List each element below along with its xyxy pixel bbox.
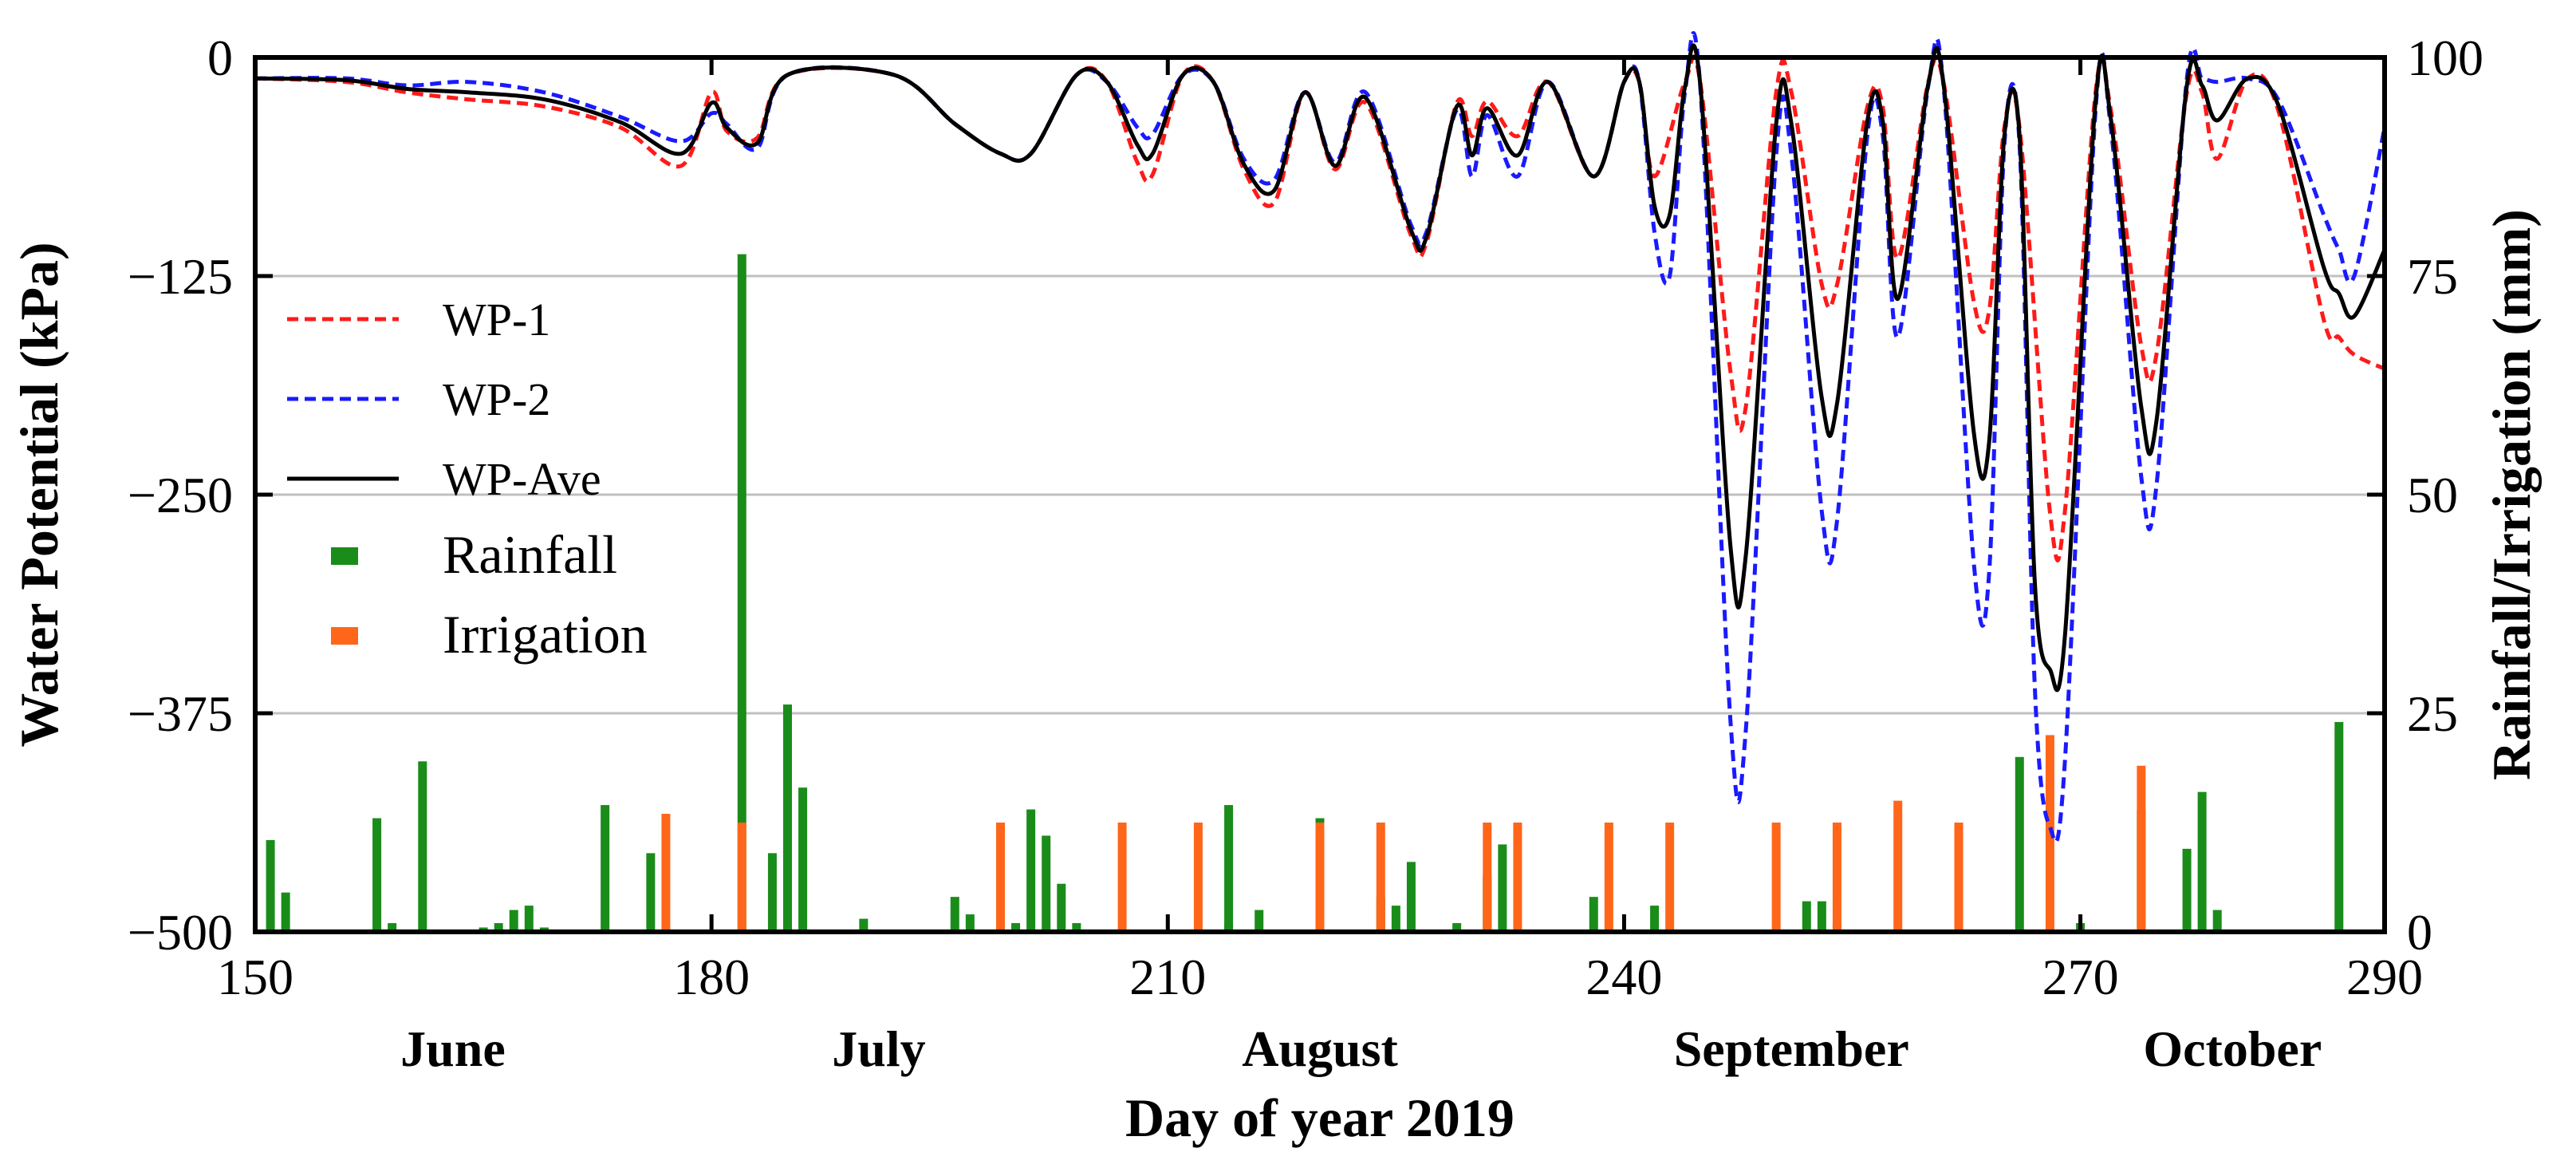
month-labels: June July August September October [400,1020,2322,1077]
rainfall-bar [1650,906,1660,932]
rainfall-bar [646,853,656,932]
x-tick-label: 290 [2346,949,2423,1005]
rainfall-bar [1255,910,1264,932]
rainfall-bar [798,787,808,932]
rainfall-bar [965,914,975,932]
rainfall-bar [1026,809,1036,932]
legend-label: Irrigation [443,604,648,665]
rainfall-bar [2212,910,2222,932]
month-label: June [400,1020,506,1077]
rainfall-bar [1391,906,1400,932]
irrigation-bar [1483,823,1492,932]
rainfall-bar [388,923,397,932]
legend-swatch [331,547,358,565]
y-right-tick-label: 25 [2407,685,2458,742]
rainfall-bar [372,818,382,932]
wp-2-line [254,31,2387,844]
rainfall-bar [737,254,746,933]
y-left-tick-label: −375 [128,685,233,742]
y-axis-right-title: Rainfall/Irrigation (mm) [2481,209,2542,780]
rainfall-bar [524,906,534,932]
rainfall-bar [2334,721,2344,932]
x-tick-label: 240 [1585,949,1662,1005]
y-right-tick-label: 100 [2407,30,2483,86]
irrigation-bar [1771,823,1781,932]
irrigation-bar [661,814,671,932]
y-right-tick-label: 50 [2407,467,2458,523]
bar-series [266,254,2344,933]
month-label: August [1242,1020,1398,1077]
y-left-tick-label: −500 [128,904,233,961]
irrigation-bar [1193,823,1203,932]
month-label: September [1674,1020,1909,1077]
irrigation-bar [1832,823,1841,932]
axis-ticks: 150 180 210 240 270 2900−125−250−375−50010075… [128,30,2483,1005]
rainfall-bar [281,892,290,932]
legend: WP-1 WP-2 WP-Ave Rainfall Irrigation [287,294,648,665]
irrigation-bar [1117,823,1127,932]
legend-swatch [331,627,358,645]
irrigation-bar [1665,823,1675,932]
rainfall-bar [266,839,275,932]
legend-label: Rainfall [443,524,617,585]
irrigation-bar [2045,735,2054,932]
x-tick-label: 270 [2042,949,2119,1005]
irrigation-bar [737,823,746,932]
rainfall-bar [2182,848,2192,932]
legend-label: WP-2 [443,373,550,425]
rainfall-bar [1589,897,1598,932]
rainfall-bar [494,923,503,932]
irrigation-bar [1954,823,1964,932]
rainfall-bar [1011,923,1021,932]
legend-label: WP-Ave [443,453,601,505]
irrigation-bar [1315,823,1325,932]
rainfall-bar [1224,923,1234,932]
y-left-tick-label: −250 [128,467,233,523]
rainfall-bar [1817,901,1826,932]
y-left-tick-label: −125 [128,248,233,305]
x-tick-label: 210 [1129,949,1206,1005]
rainfall-bar [1406,862,1416,932]
irrigation-bar [1376,823,1385,932]
x-tick-label: 150 [217,949,293,1005]
rainfall-bar [1498,844,1507,932]
rainfall-bar [2197,791,2207,932]
rainfall-bar [509,910,518,932]
rainfall-bar [601,805,610,932]
x-axis-title: Day of year 2019 [1125,1087,1514,1148]
irrigation-bar [996,823,1005,932]
rainfall-bar [783,704,792,932]
y-right-tick-label: 75 [2407,248,2458,305]
rainfall-bar [1802,901,1811,932]
irrigation-bar [2137,765,2146,932]
y-left-tick-label: 0 [207,30,233,86]
rainfall-bar [767,853,777,932]
rainfall-bar [1224,805,1234,932]
rainfall-bar [950,897,959,932]
rainfall-bar [1452,923,1462,932]
x-tick-label: 180 [673,949,750,1005]
line-series [254,31,2387,844]
rainfall-bar [418,761,427,932]
irrigation-bar [1513,823,1522,932]
irrigation-bar [1604,823,1613,932]
rainfall-bar [1057,883,1066,932]
y-axis-left-title: Water Potential (kPa) [9,242,69,747]
rainfall-bar [859,918,869,932]
month-label: October [2143,1020,2322,1077]
y-right-tick-label: 0 [2407,904,2432,961]
irrigation-bar [1893,800,1903,932]
wp-ave-line [254,43,2387,693]
month-label: July [832,1020,925,1077]
rainfall-bar [1042,835,1051,932]
rainfall-bar [2015,756,2024,932]
legend-label: WP-1 [443,294,550,345]
rainfall-bar [1072,923,1081,932]
